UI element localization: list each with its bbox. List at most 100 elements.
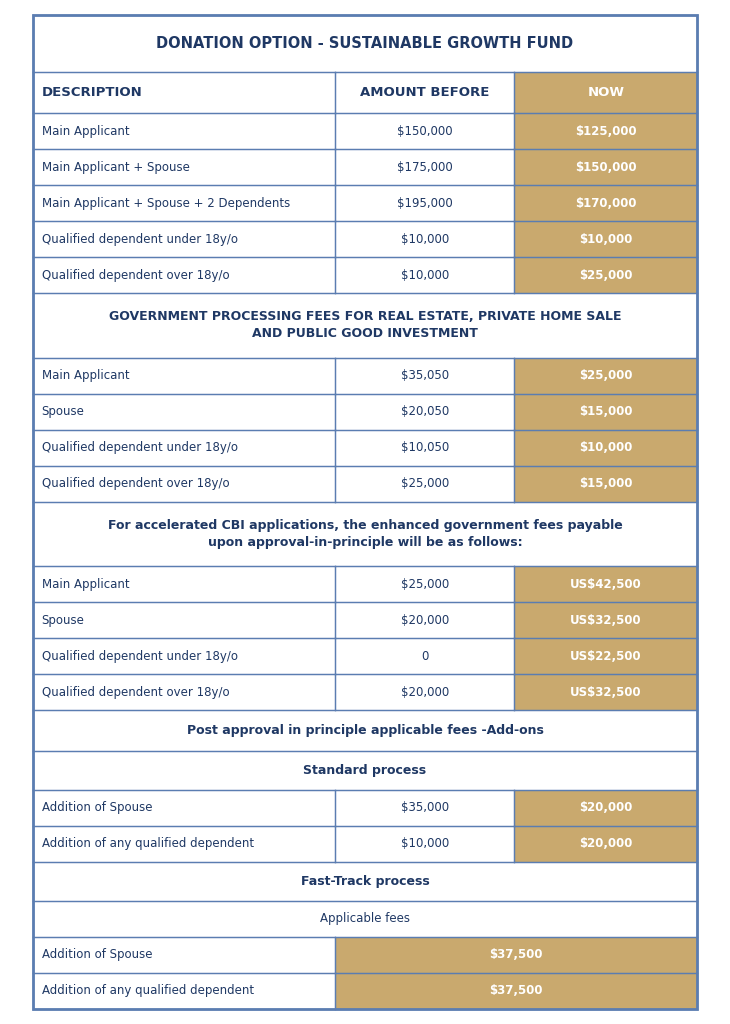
Bar: [335, 150, 515, 185]
Text: $195,000: $195,000: [397, 197, 453, 210]
Text: $10,000: $10,000: [579, 232, 632, 246]
Bar: [335, 790, 515, 826]
Bar: [515, 185, 697, 221]
Text: $35,000: $35,000: [401, 802, 449, 814]
Bar: [515, 72, 697, 113]
Text: Qualified dependent under 18y/o: Qualified dependent under 18y/o: [42, 649, 237, 663]
Text: Main Applicant + Spouse: Main Applicant + Spouse: [42, 161, 190, 174]
Text: $25,000: $25,000: [579, 369, 633, 382]
Text: $175,000: $175,000: [397, 161, 453, 174]
Bar: [33, 466, 335, 502]
Bar: [515, 566, 697, 602]
Text: $37,500: $37,500: [489, 948, 543, 962]
Bar: [335, 113, 515, 150]
Bar: [515, 466, 697, 502]
Text: Qualified dependent under 18y/o: Qualified dependent under 18y/o: [42, 441, 237, 455]
Text: $10,000: $10,000: [579, 441, 632, 455]
Text: $170,000: $170,000: [575, 197, 637, 210]
Text: US$42,500: US$42,500: [570, 578, 642, 591]
Bar: [335, 973, 697, 1009]
Text: $150,000: $150,000: [575, 161, 637, 174]
Text: $10,000: $10,000: [401, 232, 449, 246]
Bar: [515, 790, 697, 826]
Bar: [515, 826, 697, 862]
Bar: [335, 72, 515, 113]
Text: AMOUNT BEFORE: AMOUNT BEFORE: [360, 86, 490, 99]
Text: Qualified dependent over 18y/o: Qualified dependent over 18y/o: [42, 477, 229, 490]
Bar: [33, 602, 335, 638]
Text: GOVERNMENT PROCESSING FEES FOR REAL ESTATE, PRIVATE HOME SALE
AND PUBLIC GOOD IN: GOVERNMENT PROCESSING FEES FOR REAL ESTA…: [109, 310, 621, 340]
Bar: [335, 826, 515, 862]
Text: Post approval in principle applicable fees -Add-ons: Post approval in principle applicable fe…: [187, 724, 543, 737]
Text: 0: 0: [421, 649, 429, 663]
Text: Spouse: Spouse: [42, 406, 85, 418]
Bar: [33, 638, 335, 674]
Bar: [33, 710, 697, 752]
Bar: [335, 430, 515, 466]
Bar: [33, 221, 335, 257]
Text: $10,050: $10,050: [401, 441, 449, 455]
Text: Main Applicant: Main Applicant: [42, 578, 129, 591]
Bar: [33, 293, 697, 357]
Text: $20,000: $20,000: [579, 802, 632, 814]
Bar: [335, 638, 515, 674]
Bar: [335, 674, 515, 710]
Text: Applicable fees: Applicable fees: [320, 912, 410, 925]
Text: Qualified dependent under 18y/o: Qualified dependent under 18y/o: [42, 232, 237, 246]
Text: $20,000: $20,000: [401, 686, 449, 698]
Bar: [515, 221, 697, 257]
Bar: [515, 674, 697, 710]
Bar: [335, 357, 515, 393]
Text: Addition of any qualified dependent: Addition of any qualified dependent: [42, 838, 254, 851]
Text: $25,000: $25,000: [401, 578, 449, 591]
Bar: [33, 393, 335, 430]
Text: $20,050: $20,050: [401, 406, 449, 418]
Bar: [33, 357, 335, 393]
Bar: [33, 973, 335, 1009]
Text: Spouse: Spouse: [42, 613, 85, 627]
Text: Addition of Spouse: Addition of Spouse: [42, 948, 152, 962]
Bar: [33, 900, 697, 937]
Text: $15,000: $15,000: [579, 406, 633, 418]
Bar: [33, 826, 335, 862]
Text: Main Applicant + Spouse + 2 Dependents: Main Applicant + Spouse + 2 Dependents: [42, 197, 290, 210]
Bar: [33, 113, 335, 150]
Text: Qualified dependent over 18y/o: Qualified dependent over 18y/o: [42, 268, 229, 282]
Text: $35,050: $35,050: [401, 369, 449, 382]
Bar: [335, 466, 515, 502]
Text: $25,000: $25,000: [579, 268, 633, 282]
Text: $150,000: $150,000: [397, 125, 453, 137]
Bar: [33, 150, 335, 185]
Text: Fast-Track process: Fast-Track process: [301, 874, 429, 888]
Bar: [33, 752, 697, 790]
Text: DESCRIPTION: DESCRIPTION: [42, 86, 142, 99]
Text: DONATION OPTION - SUSTAINABLE GROWTH FUND: DONATION OPTION - SUSTAINABLE GROWTH FUN…: [156, 36, 574, 51]
Bar: [335, 257, 515, 293]
Text: US$22,500: US$22,500: [570, 649, 642, 663]
Bar: [33, 674, 335, 710]
Bar: [335, 185, 515, 221]
Bar: [33, 862, 697, 900]
Text: Qualified dependent over 18y/o: Qualified dependent over 18y/o: [42, 686, 229, 698]
Bar: [515, 638, 697, 674]
Text: $10,000: $10,000: [401, 838, 449, 851]
Bar: [335, 221, 515, 257]
Bar: [515, 257, 697, 293]
Text: $20,000: $20,000: [401, 613, 449, 627]
Text: Main Applicant: Main Applicant: [42, 125, 129, 137]
Text: $125,000: $125,000: [575, 125, 637, 137]
Text: $10,000: $10,000: [401, 268, 449, 282]
Text: US$32,500: US$32,500: [570, 686, 642, 698]
Text: $15,000: $15,000: [579, 477, 633, 490]
Text: Addition of any qualified dependent: Addition of any qualified dependent: [42, 984, 254, 997]
Bar: [335, 602, 515, 638]
Text: Standard process: Standard process: [304, 764, 426, 777]
Bar: [33, 790, 335, 826]
Bar: [33, 185, 335, 221]
Bar: [515, 430, 697, 466]
Bar: [33, 937, 335, 973]
Text: Main Applicant: Main Applicant: [42, 369, 129, 382]
Bar: [33, 257, 335, 293]
Text: For accelerated CBI applications, the enhanced government fees payable
upon appr: For accelerated CBI applications, the en…: [107, 519, 623, 549]
Bar: [515, 393, 697, 430]
